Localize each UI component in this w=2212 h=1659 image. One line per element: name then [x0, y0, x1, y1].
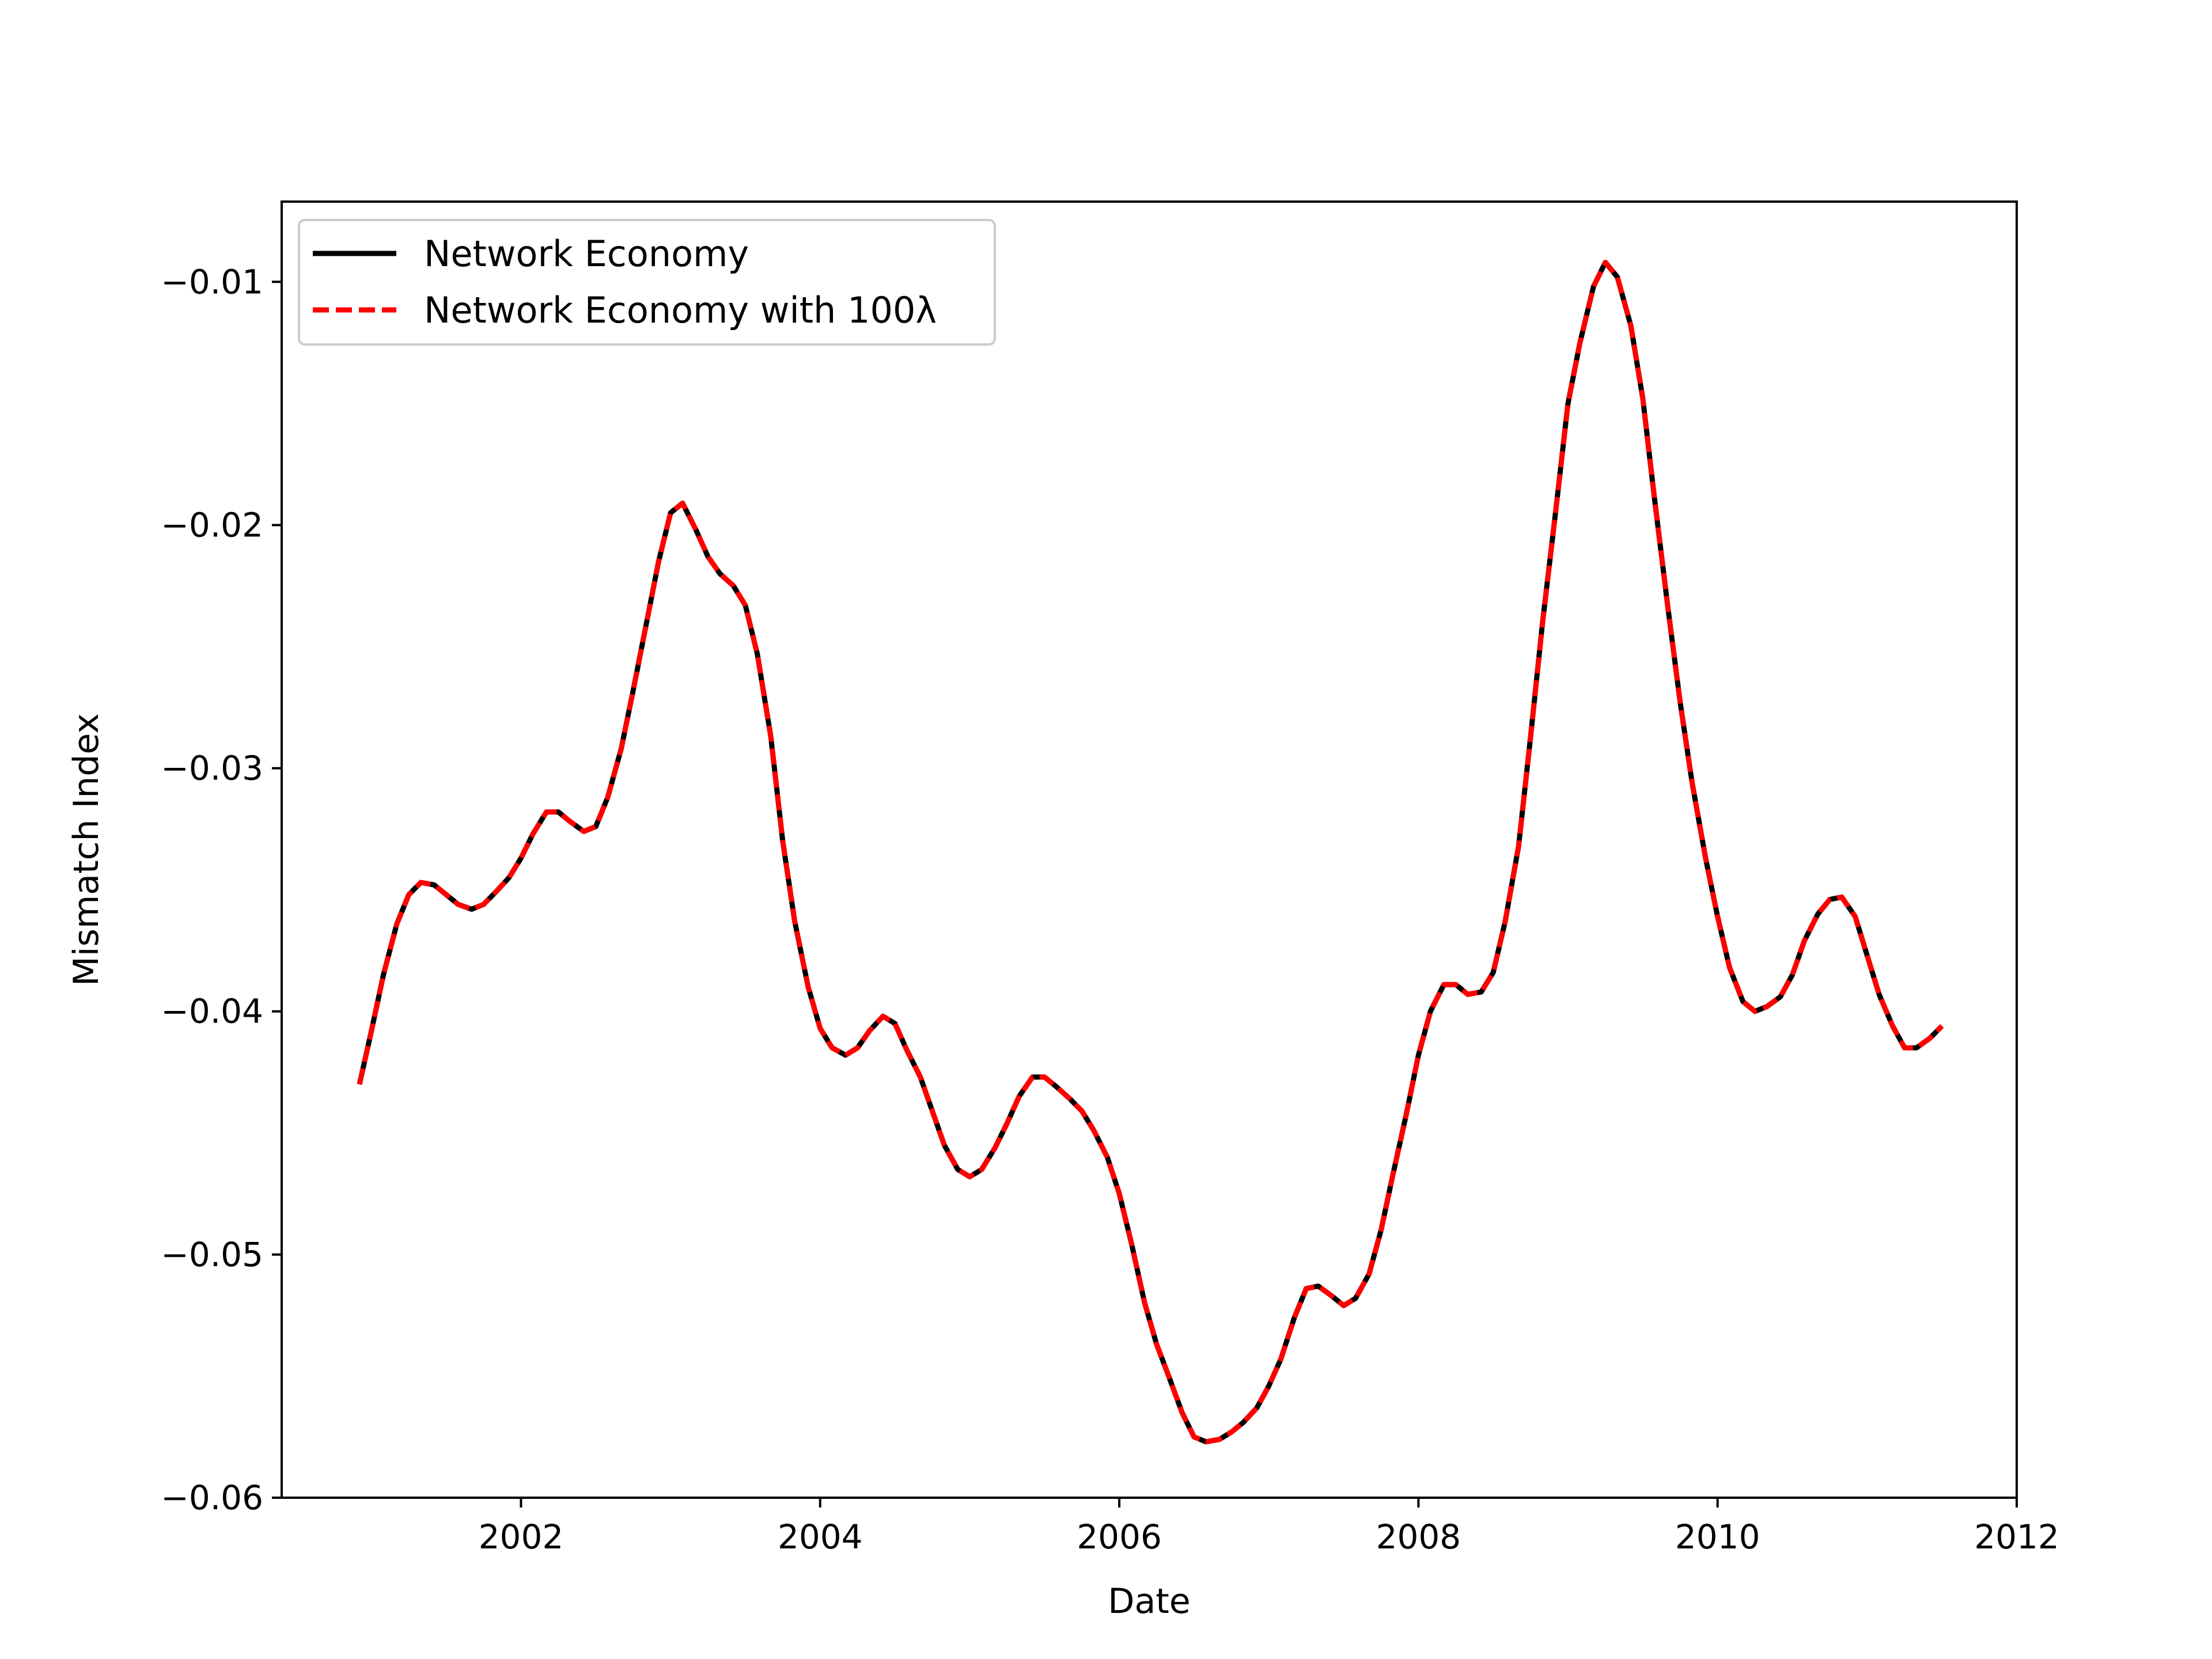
x-tick-label: 2004 [778, 1517, 863, 1556]
series-network-economy-100-lambda-line [357, 260, 1944, 1445]
x-axis-title: Date [1108, 1581, 1190, 1622]
x-tick-label: 2002 [479, 1517, 564, 1556]
legend-label-network-economy: Network Economy [424, 233, 749, 275]
y-tick-label: −0.02 [161, 505, 263, 544]
legend-box [298, 219, 996, 346]
legend-label-network-economy-100-lambda: Network Economy with 100λ [424, 289, 937, 331]
plot-area-frame [281, 200, 2018, 1499]
y-tick-label: −0.01 [161, 262, 263, 301]
plot-lines [357, 260, 1944, 1445]
x-tick-label: 2006 [1077, 1517, 1162, 1556]
x-axis-ticks: 2002 2004 2006 2008 2010 2012 [479, 1498, 2059, 1556]
y-tick-label: −0.04 [161, 992, 263, 1031]
x-tick-label: 2012 [1974, 1517, 2059, 1556]
x-tick-label: 2008 [1376, 1517, 1461, 1556]
legend: Network Economy Network Economy with 100… [298, 219, 996, 346]
x-tick-label: 2010 [1675, 1517, 1760, 1556]
y-tick-label: −0.05 [161, 1235, 263, 1274]
y-axis-title: Mismatch Index [66, 713, 107, 986]
y-axis-ticks: −0.06 −0.05 −0.04 −0.03 −0.02 −0.01 [161, 262, 282, 1517]
y-tick-label: −0.06 [161, 1478, 263, 1517]
y-tick-label: −0.03 [161, 749, 263, 788]
